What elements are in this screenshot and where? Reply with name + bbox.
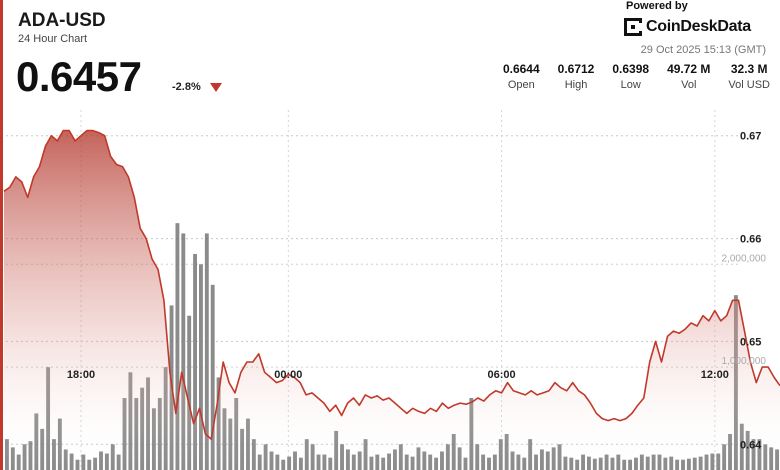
price-area <box>4 130 780 470</box>
price-tick-label: 0.65 <box>740 336 761 348</box>
time-tick-label: 06:00 <box>488 369 516 381</box>
volume-bar <box>193 254 197 470</box>
chart-header: ADA-USD 24 Hour Chart <box>18 10 106 46</box>
time-tick-label: 00:00 <box>274 369 302 381</box>
stat-open: 0.6644 Open <box>503 62 540 93</box>
stat-label: Open <box>507 79 535 91</box>
stat-value: 0.6398 <box>612 62 650 76</box>
down-arrow-icon <box>210 83 222 92</box>
stat-value: 49.72 M <box>667 62 711 76</box>
stat-label: Vol <box>681 79 697 91</box>
brand-logo: CoinDeskData <box>624 18 751 36</box>
volume-bar <box>204 233 209 470</box>
price-tick-label: 0.64 <box>740 439 762 451</box>
chart-subtitle: 24 Hour Chart <box>18 33 88 45</box>
stats-panel: 0.6644 Open 0.6712 High 0.6398 Low 49.72… <box>485 62 770 93</box>
volume-bar <box>181 233 186 470</box>
price-tick-label: 0.66 <box>740 234 761 246</box>
stat-label: Low <box>620 79 641 91</box>
volume-bar <box>210 284 215 470</box>
left-accent-bar <box>0 0 3 470</box>
volume-bar <box>187 315 192 470</box>
stat-vol-usd: 32.3 M Vol USD <box>728 62 770 93</box>
time-tick-label: 18:00 <box>67 369 95 381</box>
price-line <box>3 129 780 440</box>
stat-high: 0.6712 High <box>558 62 595 93</box>
stat-low: 0.6398 Low <box>612 62 649 93</box>
stat-value: 0.6712 <box>557 62 595 76</box>
timestamp: 29 Oct 2025 15:13 (GMT) <box>640 44 766 56</box>
powered-by-label: Powered by <box>626 0 688 12</box>
volume-tick-label: 2,000,000 <box>722 253 767 264</box>
volume-bar <box>199 264 203 470</box>
stat-label: High <box>564 79 588 91</box>
stat-value: 32.3 M <box>730 62 768 76</box>
price-change: -2.8% <box>172 81 201 93</box>
price-tick-label: 0.67 <box>740 131 761 143</box>
time-tick-label: 12:00 <box>701 369 729 381</box>
current-price: 0.6457 <box>16 53 142 100</box>
stat-value: 0.6644 <box>502 62 540 76</box>
stat-label: Vol USD <box>728 79 770 91</box>
stat-vol: 49.72 M Vol <box>667 62 710 93</box>
volume-bar <box>175 223 180 470</box>
symbol-title: ADA-USD <box>18 10 106 31</box>
volume-tick-label: 1,000,000 <box>722 356 767 367</box>
coindesk-logo-icon <box>624 18 642 36</box>
brand-name: CoinDeskData <box>646 18 751 35</box>
